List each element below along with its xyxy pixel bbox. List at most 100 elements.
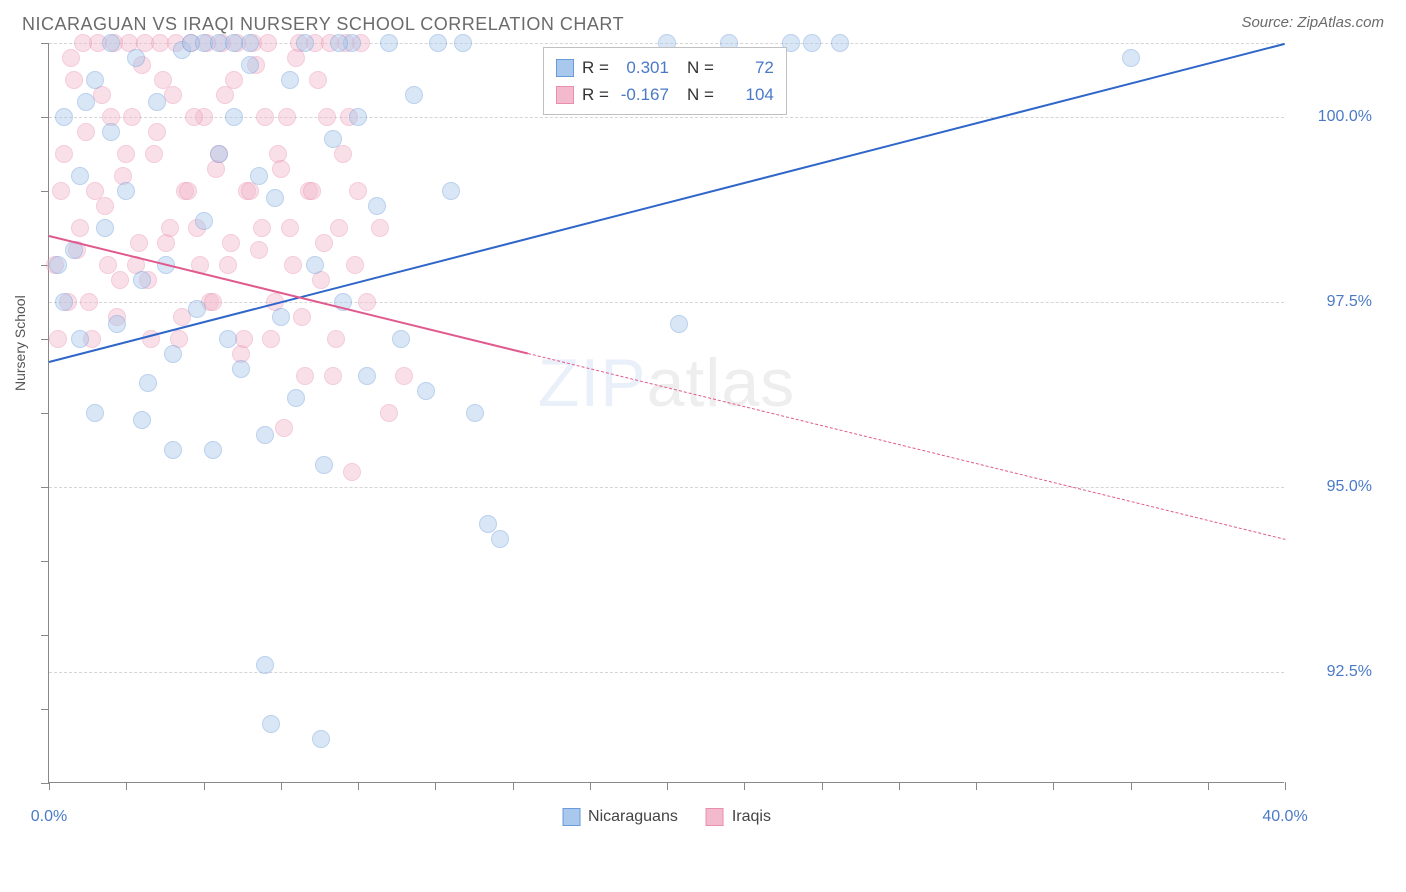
legend-r-value: -0.167 [617, 81, 669, 108]
legend-swatch [706, 808, 724, 826]
scatter-point-iraqis [52, 182, 70, 200]
plot-area: ZIPatlas 100.0%97.5%95.0%92.5%0.0%40.0%R… [48, 43, 1284, 783]
scatter-point-nicaraguans [49, 256, 67, 274]
scatter-point-iraqis [303, 182, 321, 200]
y-axis-title: Nursery School [12, 295, 28, 391]
scatter-point-iraqis [272, 160, 290, 178]
scatter-point-iraqis [74, 34, 92, 52]
stats-legend-row: R =-0.167N =104 [556, 81, 774, 108]
chart-container: Nursery School ZIPatlas 100.0%97.5%95.0%… [48, 43, 1378, 803]
y-tick [41, 783, 49, 784]
y-tick-label: 100.0% [1318, 108, 1372, 126]
scatter-point-nicaraguans [164, 441, 182, 459]
scatter-point-nicaraguans [330, 34, 348, 52]
scatter-point-nicaraguans [204, 441, 222, 459]
x-tick [49, 782, 50, 790]
y-tick-label: 97.5% [1327, 293, 1372, 311]
scatter-point-nicaraguans [392, 330, 410, 348]
scatter-point-iraqis [161, 219, 179, 237]
scatter-point-nicaraguans [133, 271, 151, 289]
scatter-point-iraqis [179, 182, 197, 200]
scatter-point-iraqis [346, 256, 364, 274]
scatter-point-nicaraguans [491, 530, 509, 548]
y-tick [41, 43, 49, 44]
scatter-point-iraqis [371, 219, 389, 237]
scatter-point-nicaraguans [315, 456, 333, 474]
scatter-point-nicaraguans [466, 404, 484, 422]
scatter-point-nicaraguans [429, 34, 447, 52]
chart-source: Source: ZipAtlas.com [1241, 14, 1384, 31]
x-tick [1053, 782, 1054, 790]
scatter-point-iraqis [284, 256, 302, 274]
stats-legend-row: R =0.301N =72 [556, 54, 774, 81]
scatter-point-iraqis [281, 219, 299, 237]
scatter-point-nicaraguans [256, 656, 274, 674]
scatter-point-nicaraguans [55, 293, 73, 311]
legend-r-label: R = [582, 54, 609, 81]
x-tick [744, 782, 745, 790]
scatter-point-nicaraguans [225, 34, 243, 52]
gridline-h [49, 672, 1284, 673]
y-tick [41, 709, 49, 710]
scatter-point-nicaraguans [127, 49, 145, 67]
y-tick [41, 191, 49, 192]
scatter-point-iraqis [315, 234, 333, 252]
scatter-point-nicaraguans [831, 34, 849, 52]
scatter-point-nicaraguans [188, 300, 206, 318]
y-tick [41, 487, 49, 488]
y-tick [41, 635, 49, 636]
scatter-point-iraqis [262, 330, 280, 348]
scatter-point-nicaraguans [148, 93, 166, 111]
scatter-point-iraqis [349, 182, 367, 200]
x-tick [899, 782, 900, 790]
scatter-point-nicaraguans [296, 34, 314, 52]
series-legend: Nicaraguans Iraqis [562, 808, 771, 826]
scatter-point-nicaraguans [133, 411, 151, 429]
legend-n-label: N = [687, 81, 714, 108]
scatter-point-iraqis [309, 71, 327, 89]
gridline-h [49, 487, 1284, 488]
scatter-point-nicaraguans [210, 145, 228, 163]
scatter-point-iraqis [123, 108, 141, 126]
y-tick [41, 117, 49, 118]
x-tick-label: 40.0% [1262, 808, 1307, 826]
scatter-point-nicaraguans [96, 219, 114, 237]
scatter-point-iraqis [185, 108, 203, 126]
scatter-point-nicaraguans [225, 108, 243, 126]
scatter-point-iraqis [395, 367, 413, 385]
scatter-point-nicaraguans [164, 345, 182, 363]
scatter-point-iraqis [148, 123, 166, 141]
x-tick [204, 782, 205, 790]
scatter-point-iraqis [111, 271, 129, 289]
y-tick [41, 413, 49, 414]
scatter-point-iraqis [324, 367, 342, 385]
scatter-point-nicaraguans [241, 34, 259, 52]
x-tick [281, 782, 282, 790]
watermark-atlas: atlas [647, 345, 796, 421]
x-tick [1131, 782, 1132, 790]
scatter-point-nicaraguans [139, 374, 157, 392]
scatter-point-nicaraguans [262, 715, 280, 733]
scatter-point-iraqis [80, 293, 98, 311]
series-legend-label: Nicaraguans [588, 808, 678, 826]
scatter-point-nicaraguans [117, 182, 135, 200]
scatter-point-iraqis [204, 293, 222, 311]
x-tick [976, 782, 977, 790]
scatter-point-nicaraguans [86, 71, 104, 89]
legend-swatch [556, 86, 574, 104]
series-legend-label: Iraqis [732, 808, 771, 826]
y-tick [41, 561, 49, 562]
stats-legend: R =0.301N =72R =-0.167N =104 [543, 47, 787, 115]
scatter-point-nicaraguans [324, 130, 342, 148]
scatter-point-nicaraguans [272, 308, 290, 326]
scatter-point-nicaraguans [442, 182, 460, 200]
scatter-point-iraqis [250, 241, 268, 259]
scatter-point-iraqis [327, 330, 345, 348]
scatter-point-nicaraguans [670, 315, 688, 333]
chart-title: NICARAGUAN VS IRAQI NURSERY SCHOOL CORRE… [22, 14, 624, 35]
trend-line [49, 235, 528, 355]
scatter-point-iraqis [117, 145, 135, 163]
scatter-point-iraqis [77, 123, 95, 141]
scatter-point-nicaraguans [108, 315, 126, 333]
scatter-point-iraqis [55, 145, 73, 163]
